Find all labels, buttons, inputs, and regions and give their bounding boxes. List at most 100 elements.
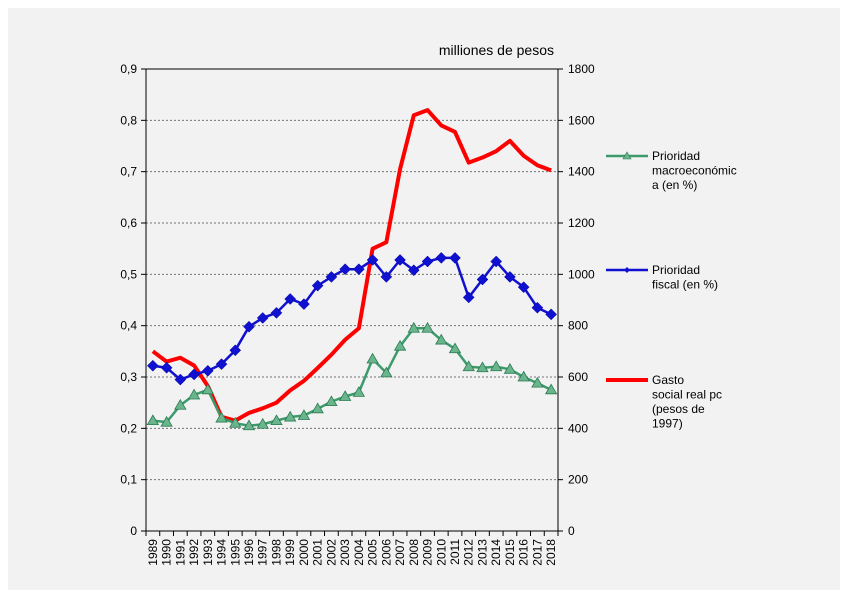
data-point <box>229 344 242 357</box>
right-tick-label: 800 <box>568 319 588 333</box>
data-point <box>325 395 338 407</box>
x-tick-label: 2001 <box>311 539 325 566</box>
data-point <box>504 271 516 283</box>
right-tick-label: 400 <box>568 421 588 435</box>
left-tick-label: 0,6 <box>120 216 137 230</box>
data-point <box>435 252 448 264</box>
data-point <box>380 366 393 378</box>
data-point <box>311 279 324 292</box>
data-point <box>297 409 311 420</box>
legend-label: Prioridad <box>652 149 700 163</box>
x-tick-label: 2012 <box>462 539 476 566</box>
series-layer <box>146 108 558 431</box>
legend-label: fiscal (en %) <box>652 278 718 292</box>
legend-label: macroeconómic <box>652 164 737 178</box>
x-tick-label: 2010 <box>434 539 448 566</box>
data-point <box>531 376 544 388</box>
left-tick-label: 0 <box>130 524 137 538</box>
legend-marker <box>622 151 632 160</box>
x-tick-label: 1990 <box>160 539 174 566</box>
x-tick-label: 2005 <box>366 539 380 566</box>
x-tick-label: 2011 <box>448 539 462 565</box>
right-tick-label: 1200 <box>568 216 595 230</box>
right-y-axis: 0 200 400 600 800 1000 1200 1400 1600 1800 <box>558 62 595 538</box>
left-tick-label: 0,2 <box>120 421 137 435</box>
legend-marker <box>624 267 630 273</box>
x-tick-label: 2013 <box>475 539 489 566</box>
left-tick-label: 0,9 <box>120 62 137 76</box>
x-tick-label: 2018 <box>544 539 558 566</box>
right-tick-label: 1400 <box>568 165 595 179</box>
x-tick-label: 2017 <box>530 539 544 566</box>
data-point <box>187 388 201 400</box>
data-point <box>545 308 557 321</box>
data-point <box>393 339 407 351</box>
data-point <box>366 352 379 364</box>
right-tick-label: 600 <box>568 370 588 384</box>
x-tick-label: 1995 <box>228 539 242 566</box>
data-point <box>421 255 434 268</box>
data-point <box>243 320 255 333</box>
data-point <box>298 298 310 310</box>
data-point <box>215 358 228 371</box>
data-point <box>338 390 352 401</box>
data-point <box>517 281 530 294</box>
x-tick-label: 1989 <box>146 539 160 566</box>
x-axis: 1989 1990 1991 1992 1993 1994 1995 1996 1997 1998… <box>145 531 559 566</box>
data-point <box>394 254 406 266</box>
left-tick-label: 0,3 <box>120 370 137 384</box>
left-tick-label: 0,8 <box>120 113 137 127</box>
x-tick-label: 2003 <box>338 539 352 566</box>
data-point <box>174 398 187 410</box>
data-point <box>462 360 475 372</box>
data-point <box>256 417 269 429</box>
unit-label: milliones de pesos <box>439 42 554 58</box>
data-point <box>160 415 173 427</box>
data-point <box>490 255 503 268</box>
data-point <box>490 360 503 372</box>
legend-label: (pesos de <box>652 402 705 416</box>
data-point <box>531 301 544 314</box>
data-point <box>339 263 351 276</box>
data-point <box>353 263 365 276</box>
data-point <box>270 306 283 319</box>
data-point <box>256 312 269 324</box>
data-point <box>380 271 393 283</box>
data-point <box>147 359 159 372</box>
x-tick-label: 2002 <box>324 539 338 566</box>
legend-label: social real pc <box>652 388 722 402</box>
left-tick-label: 0,1 <box>120 473 137 487</box>
series-1 <box>147 252 557 386</box>
data-point <box>435 333 448 345</box>
right-tick-label: 200 <box>568 473 588 487</box>
data-point <box>503 363 517 374</box>
series-2 <box>151 108 552 423</box>
left-tick-label: 0,5 <box>120 267 137 281</box>
data-point <box>517 370 530 382</box>
data-point <box>544 383 558 395</box>
right-tick-label: 1000 <box>568 267 595 281</box>
legend-label: Prioridad <box>652 263 700 277</box>
x-tick-label: 2000 <box>297 539 311 566</box>
x-tick-label: 1997 <box>256 539 270 566</box>
left-tick-label: 0,7 <box>120 165 137 179</box>
data-point <box>160 361 173 374</box>
data-point <box>407 264 420 277</box>
x-tick-label: 2009 <box>421 539 435 566</box>
data-point <box>188 368 200 381</box>
left-tick-label: 0,4 <box>120 319 137 333</box>
series-line <box>152 256 552 381</box>
chart-frame: 0 0,1 0,2 0,3 0,4 0,5 0,6 0,7 0,8 0,9 0 200 400 600 8… <box>8 8 840 590</box>
x-tick-label: 1996 <box>242 539 256 566</box>
right-tick-label: 1800 <box>568 62 595 76</box>
data-point <box>270 414 283 426</box>
x-tick-label: 1992 <box>187 539 201 566</box>
left-y-axis: 0 0,1 0,2 0,3 0,4 0,5 0,6 0,7 0,8 0,9 <box>120 62 146 538</box>
data-point <box>476 361 489 373</box>
data-point <box>352 386 366 397</box>
data-point <box>215 411 228 423</box>
data-point <box>476 273 489 286</box>
